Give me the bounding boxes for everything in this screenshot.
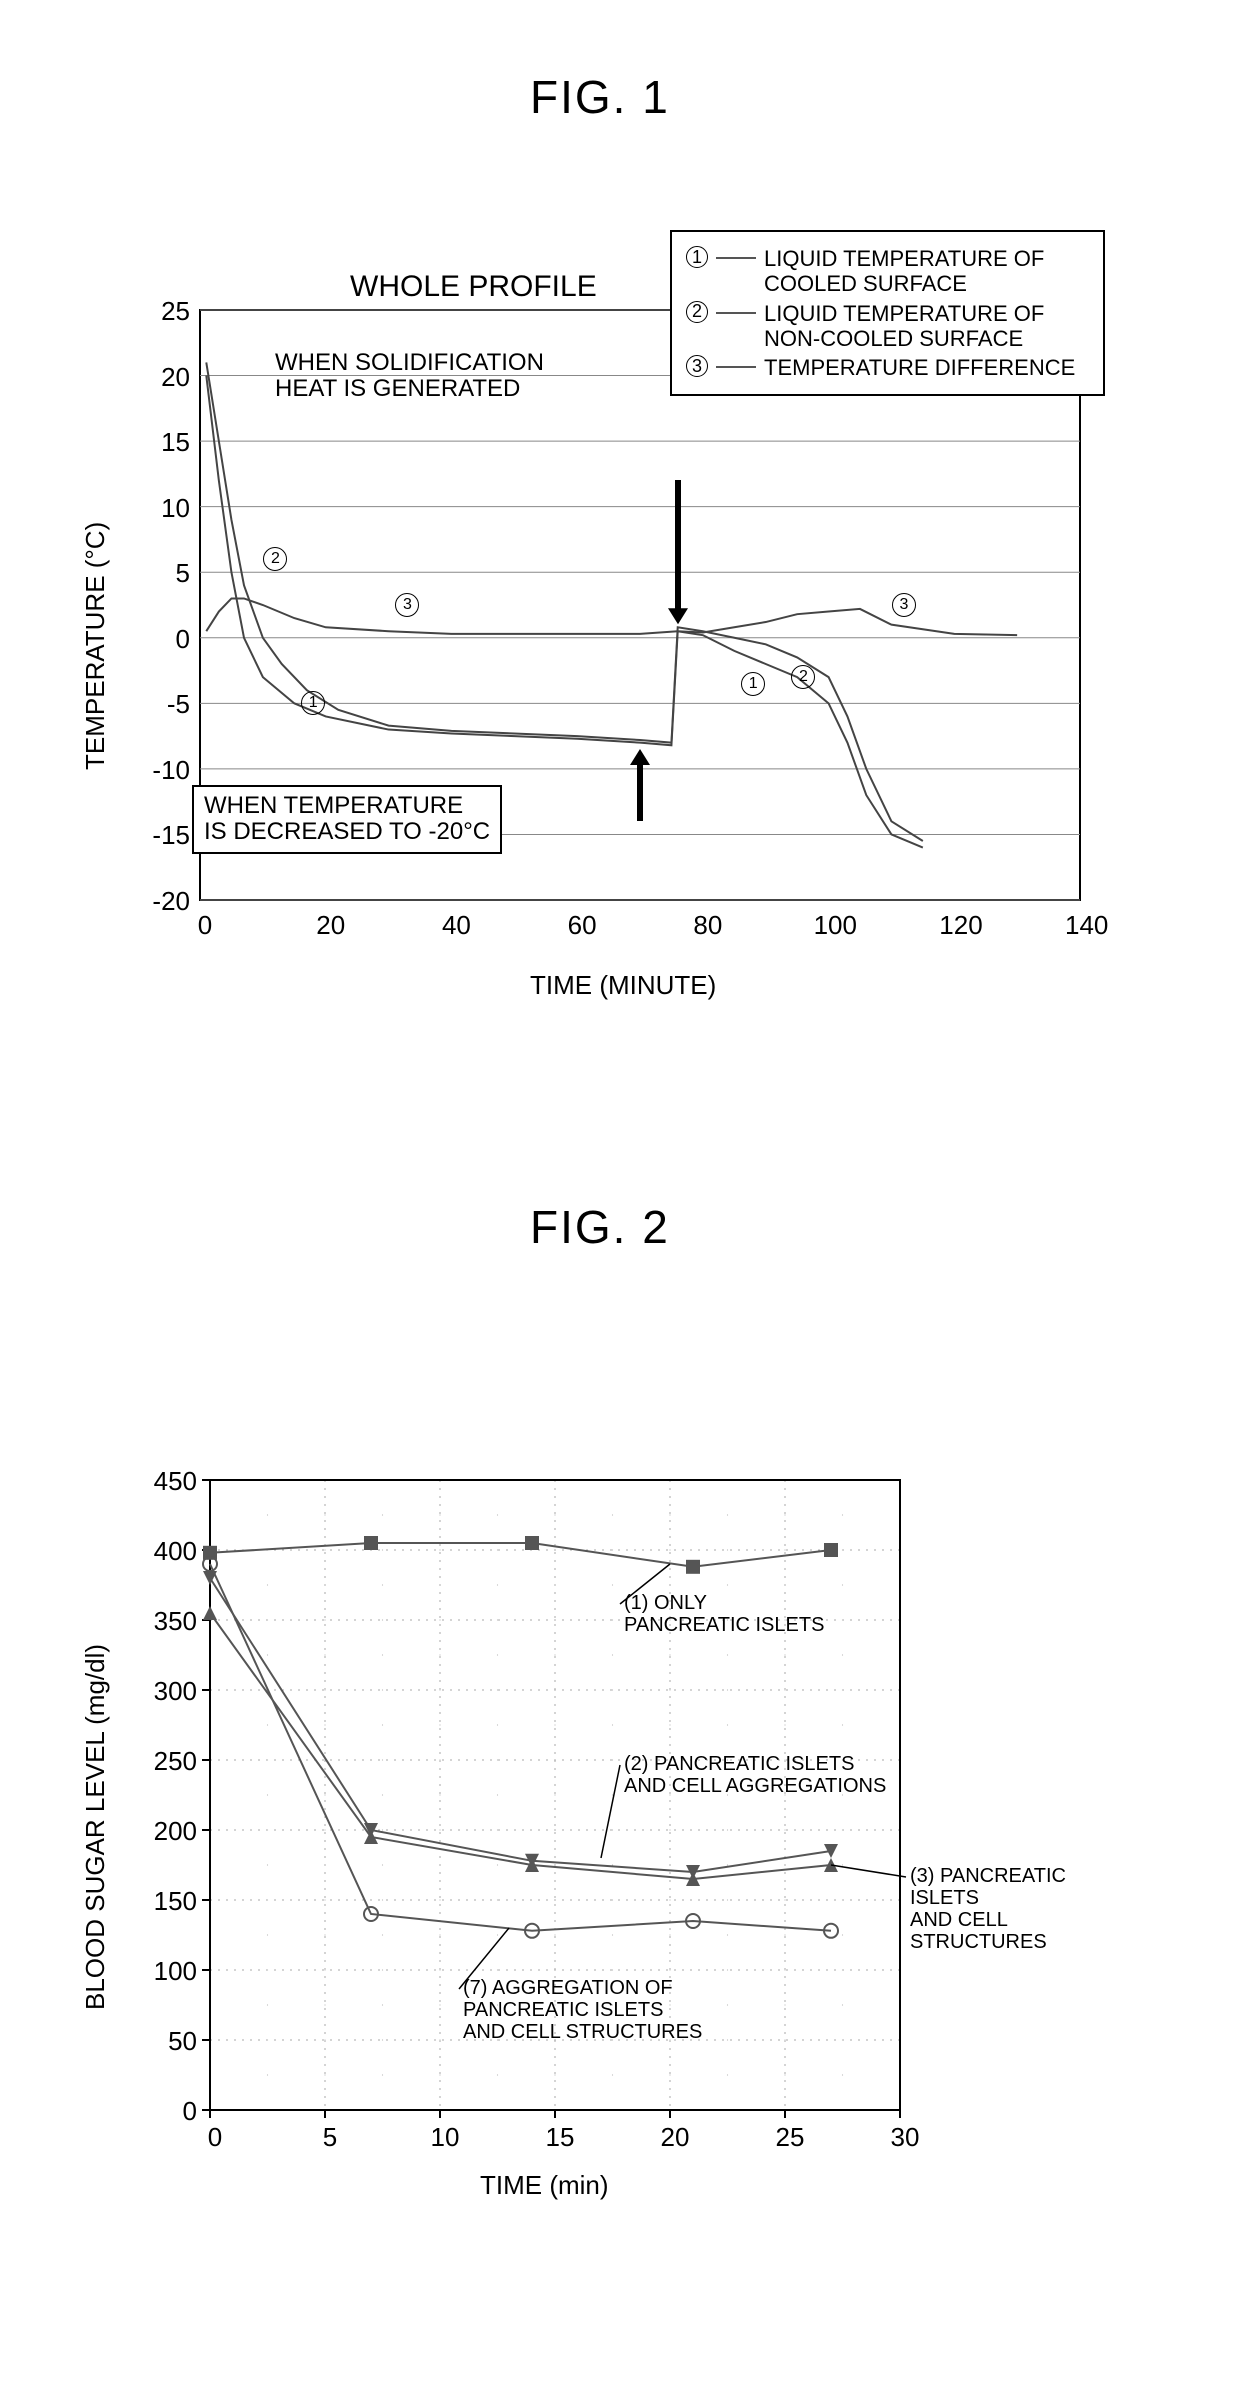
legend-line-icon [716, 366, 756, 368]
x-tick: 20 [311, 910, 351, 941]
y-tick: 0 [142, 2096, 197, 2127]
x-tick: 5 [310, 2122, 350, 2153]
series-marker-icon: 3 [892, 593, 916, 617]
y-tick: 300 [142, 1676, 197, 1707]
x-tick: 0 [195, 2122, 235, 2153]
x-tick: 25 [770, 2122, 810, 2153]
y-tick: 50 [142, 2026, 197, 2057]
x-tick: 10 [425, 2122, 465, 2153]
x-tick: 60 [562, 910, 602, 941]
figure-2-ylabel: BLOOD SUGAR LEVEL (mg/dl) [80, 1644, 111, 2010]
legend-item-3: 3 TEMPERATURE DIFFERENCE [686, 355, 1089, 380]
series-label: (1) ONLY PANCREATIC ISLETS [624, 1592, 824, 1636]
series-label: (7) AGGREGATION OF PANCREATIC ISLETS AND… [463, 1977, 702, 2043]
y-tick: 15 [140, 427, 190, 458]
y-tick: 25 [140, 296, 190, 327]
down-arrow-icon [668, 480, 688, 629]
x-tick: 40 [436, 910, 476, 941]
legend-marker-1-icon: 1 [686, 246, 708, 268]
x-tick: 80 [688, 910, 728, 941]
y-tick: -20 [140, 886, 190, 917]
legend-text-2: LIQUID TEMPERATURE OF NON-COOLED SURFACE [764, 301, 1044, 352]
legend-item-1: 1 LIQUID TEMPERATURE OF COOLED SURFACE [686, 246, 1089, 297]
figure-2-chart: TIME (min) BLOOD SUGAR LEVEL (mg/dl) 051… [140, 1470, 1100, 2230]
y-tick: 150 [142, 1886, 197, 1917]
x-tick: 15 [540, 2122, 580, 2153]
y-tick: 5 [140, 558, 190, 589]
figure-2-label: FIG. 2 [530, 1200, 670, 1254]
figure-2-xlabel: TIME (min) [480, 2170, 609, 2201]
y-tick: 100 [142, 1956, 197, 1987]
annotation-decreased: WHEN TEMPERATURE IS DECREASED TO -20°C [192, 785, 502, 854]
legend-item-2: 2 LIQUID TEMPERATURE OF NON-COOLED SURFA… [686, 301, 1089, 352]
x-tick: 0 [185, 910, 225, 941]
y-tick: 400 [142, 1536, 197, 1567]
y-tick: -5 [140, 689, 190, 720]
series-marker-icon: 1 [741, 672, 765, 696]
legend-text-1: LIQUID TEMPERATURE OF COOLED SURFACE [764, 246, 1044, 297]
y-tick: 20 [140, 362, 190, 393]
figure-1-chart: 1 LIQUID TEMPERATURE OF COOLED SURFACE 2… [140, 300, 1100, 1060]
figure-1-legend: 1 LIQUID TEMPERATURE OF COOLED SURFACE 2… [670, 230, 1105, 396]
figure-1-xlabel: TIME (MINUTE) [530, 970, 716, 1001]
y-tick: 250 [142, 1746, 197, 1777]
figure-1-title: WHOLE PROFILE [350, 270, 597, 304]
x-tick: 100 [814, 910, 854, 941]
figure-1-label: FIG. 1 [530, 70, 670, 124]
x-tick: 120 [939, 910, 979, 941]
x-tick: 140 [1065, 910, 1105, 941]
x-tick: 20 [655, 2122, 695, 2153]
up-arrow-icon [630, 749, 650, 826]
y-tick: 10 [140, 493, 190, 524]
legend-text-3: TEMPERATURE DIFFERENCE [764, 355, 1075, 380]
figure-1-ylabel: TEMPERATURE (°C) [80, 522, 111, 770]
y-tick: 350 [142, 1606, 197, 1637]
annotation-solidification: WHEN SOLIDIFICATION HEAT IS GENERATED [275, 350, 544, 403]
series-label: (3) PANCREATIC ISLETS AND CELL STRUCTURE… [910, 1865, 1100, 1953]
y-tick: -10 [140, 755, 190, 786]
series-label: (2) PANCREATIC ISLETS AND CELL AGGREGATI… [624, 1753, 886, 1797]
y-tick: 450 [142, 1466, 197, 1497]
y-tick: 0 [140, 624, 190, 655]
legend-line-icon [716, 312, 756, 314]
legend-line-icon [716, 257, 756, 259]
y-tick: -15 [140, 820, 190, 851]
legend-marker-2-icon: 2 [686, 301, 708, 323]
y-tick: 200 [142, 1816, 197, 1847]
x-tick: 30 [885, 2122, 925, 2153]
legend-marker-3-icon: 3 [686, 355, 708, 377]
